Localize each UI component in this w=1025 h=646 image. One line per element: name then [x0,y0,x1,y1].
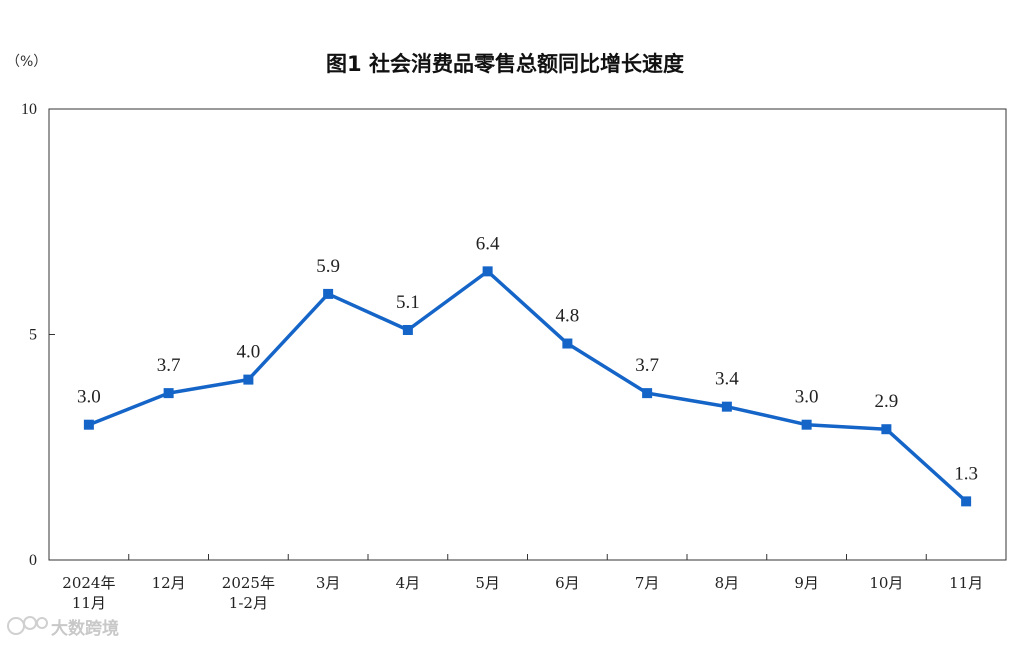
watermark: 大数跨境 [7,616,119,639]
x-tick-label-line: 10月 [869,574,903,592]
y-tick-label: 10 [21,101,37,118]
watermark-text: 大数跨境 [51,618,119,639]
x-tick-label-line: 12月 [152,574,186,592]
data-label: 3.4 [715,369,739,390]
x-tick-label: 2024年 11月 [62,574,115,612]
series-line [88,269,968,503]
data-point-marker [323,288,334,299]
x-tick-label: 9月 [794,574,819,592]
data-point-marker [961,496,972,507]
data-label: 4.0 [237,342,261,363]
y-axis: 0 5 10 [21,101,55,569]
data-label: 6.4 [476,233,500,254]
data-label: 3.0 [795,387,819,408]
x-tick-label-line: 9月 [794,574,819,592]
data-label: 2.9 [875,391,899,412]
data-label: 3.0 [77,387,101,408]
x-tick-label: 6月 [555,574,580,592]
x-tick-label-line: 8月 [715,574,740,592]
data-point-marker [163,388,174,399]
x-tick-label-line: 2025年 [222,574,275,592]
y-tick-label: 5 [29,327,37,344]
data-point-marker [881,424,892,435]
x-tick-label-line: 11月 [72,594,106,612]
x-tick-label-line: 1-2月 [229,594,268,612]
data-point-marker [402,324,413,335]
chart-title: 图1 社会消费品零售总额同比增长速度 [326,52,684,76]
data-point-marker [562,338,573,349]
data-point-marker [642,388,653,399]
x-axis: 2024年 11月 12月 2025年 1-2月 3月 4月 5月 6月 7月 8月 9月 10月 11月 [62,554,983,612]
x-tick-label-line: 11月 [949,574,983,592]
x-tick-label: 3月 [316,574,341,592]
data-label: 3.7 [635,355,659,376]
data-point-marker [482,266,493,277]
data-point-marker [801,419,812,430]
x-tick-label: 12月 [152,574,186,592]
data-label: 5.9 [316,256,340,277]
data-point-marker [243,374,254,385]
x-tick-label: 7月 [635,574,660,592]
x-tick-label: 2025年 1-2月 [222,574,275,612]
x-tick-label-line: 3月 [316,574,341,592]
x-tick-label-line: 6月 [555,574,580,592]
data-label: 4.8 [556,306,580,327]
x-tick-label: 11月 [949,574,983,592]
plot-frame [48,108,1007,561]
data-point-marker [721,401,732,412]
x-tick-label-line: 7月 [635,574,660,592]
x-tick-label: 4月 [396,574,421,592]
y-tick-label: 0 [29,552,37,569]
data-label: 5.1 [396,292,420,313]
watermark-logo-icon [7,616,48,635]
data-label: 1.3 [954,463,978,484]
data-label: 3.7 [157,355,181,376]
x-tick-label-line: 5月 [475,574,500,592]
x-tick-label-line: 4月 [396,574,421,592]
data-labels: 3.0 3.7 4.0 5.9 5.1 6.4 4.8 3.7 3.4 3.0 2.9 1.3 [77,233,978,484]
series-layer [83,266,972,507]
data-point-marker [83,419,94,430]
x-tick-label: 8月 [715,574,740,592]
x-tick-label-line: 2024年 [62,574,115,592]
y-unit-label: （%） [6,54,47,70]
x-tick-label: 5月 [475,574,500,592]
x-tick-label: 10月 [869,574,903,592]
